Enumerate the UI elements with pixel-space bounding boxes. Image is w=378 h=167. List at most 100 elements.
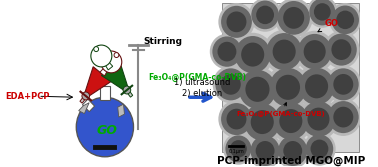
Circle shape — [114, 53, 119, 58]
Polygon shape — [126, 89, 133, 97]
Text: Fe₃O₄@P(GMA-co-DVB): Fe₃O₄@P(GMA-co-DVB) — [237, 103, 325, 117]
Polygon shape — [101, 61, 129, 91]
Polygon shape — [103, 59, 113, 70]
Circle shape — [235, 36, 271, 73]
Circle shape — [325, 98, 361, 136]
Text: EDA+PCP: EDA+PCP — [5, 92, 49, 101]
Circle shape — [273, 40, 296, 64]
Circle shape — [273, 103, 309, 140]
Circle shape — [123, 86, 131, 94]
Circle shape — [307, 108, 330, 131]
Circle shape — [279, 109, 302, 133]
Polygon shape — [118, 104, 124, 117]
Text: Fe₃O₄@P(GMA-co-DVB): Fe₃O₄@P(GMA-co-DVB) — [148, 73, 246, 82]
Circle shape — [226, 12, 246, 32]
Bar — [82, 99, 94, 112]
Circle shape — [332, 39, 351, 60]
Circle shape — [215, 68, 246, 100]
Circle shape — [336, 11, 354, 29]
Circle shape — [91, 45, 112, 67]
Circle shape — [82, 92, 90, 100]
Circle shape — [328, 68, 359, 100]
Text: GO: GO — [318, 19, 338, 32]
Circle shape — [270, 68, 307, 107]
Circle shape — [309, 0, 335, 25]
Circle shape — [212, 36, 242, 67]
Circle shape — [225, 135, 251, 162]
Circle shape — [304, 40, 326, 63]
Circle shape — [276, 75, 300, 100]
Circle shape — [239, 70, 276, 109]
Circle shape — [263, 30, 305, 73]
Bar — [100, 86, 110, 100]
Circle shape — [307, 0, 338, 28]
Polygon shape — [100, 65, 110, 76]
Circle shape — [299, 68, 335, 105]
Circle shape — [314, 3, 331, 21]
Circle shape — [249, 0, 281, 32]
Circle shape — [295, 31, 335, 72]
Circle shape — [217, 42, 236, 61]
Circle shape — [278, 136, 307, 166]
Text: 2) elution: 2) elution — [182, 89, 222, 98]
Circle shape — [251, 1, 279, 29]
Text: Stirring: Stirring — [143, 37, 182, 46]
Circle shape — [213, 65, 249, 103]
Circle shape — [329, 3, 361, 37]
Circle shape — [101, 51, 122, 73]
Circle shape — [297, 34, 332, 69]
Circle shape — [299, 98, 339, 140]
Circle shape — [218, 3, 255, 41]
Circle shape — [305, 74, 328, 98]
Circle shape — [76, 97, 133, 157]
Circle shape — [241, 100, 283, 144]
Circle shape — [256, 6, 274, 24]
Circle shape — [94, 47, 99, 52]
Circle shape — [221, 74, 241, 95]
Circle shape — [306, 134, 333, 163]
Text: PCP-imprinted MGO@MIP: PCP-imprinted MGO@MIP — [217, 156, 365, 166]
Circle shape — [266, 64, 310, 110]
Circle shape — [326, 34, 357, 66]
Circle shape — [241, 43, 264, 67]
Text: 1) ultrasound: 1) ultrasound — [174, 78, 230, 87]
Bar — [222, 3, 359, 152]
Circle shape — [325, 65, 361, 103]
Circle shape — [245, 77, 270, 102]
Text: GO: GO — [96, 124, 117, 137]
Circle shape — [210, 34, 244, 69]
Circle shape — [218, 100, 255, 138]
Circle shape — [223, 133, 254, 165]
Circle shape — [275, 0, 313, 38]
Circle shape — [283, 141, 302, 161]
Circle shape — [226, 109, 246, 129]
Circle shape — [256, 141, 274, 161]
Circle shape — [248, 133, 282, 167]
Polygon shape — [79, 103, 89, 114]
Circle shape — [221, 103, 252, 135]
Circle shape — [277, 1, 310, 35]
Circle shape — [303, 132, 336, 166]
Circle shape — [251, 110, 274, 134]
Circle shape — [245, 104, 280, 141]
Circle shape — [251, 136, 280, 166]
Polygon shape — [84, 67, 111, 97]
Circle shape — [333, 74, 353, 95]
Circle shape — [232, 33, 274, 76]
Circle shape — [332, 6, 359, 34]
Circle shape — [270, 99, 312, 143]
Circle shape — [283, 7, 304, 29]
Circle shape — [333, 107, 353, 127]
Circle shape — [328, 101, 359, 133]
Text: 0.1μm: 0.1μm — [228, 149, 244, 154]
Circle shape — [266, 33, 302, 70]
Polygon shape — [80, 95, 87, 103]
Circle shape — [230, 140, 247, 158]
Circle shape — [235, 66, 279, 112]
Circle shape — [296, 64, 338, 108]
Circle shape — [323, 31, 359, 68]
Circle shape — [311, 140, 328, 158]
Circle shape — [302, 101, 336, 137]
Circle shape — [276, 133, 310, 167]
Circle shape — [221, 6, 252, 38]
